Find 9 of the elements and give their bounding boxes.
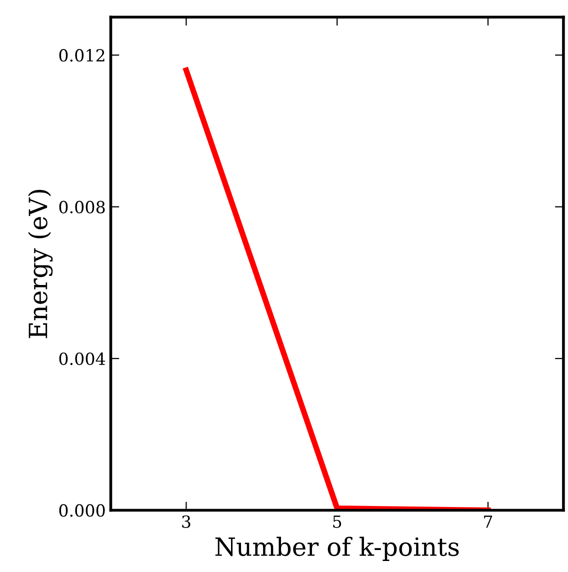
y-tick-label: 0.008 xyxy=(59,200,105,214)
y-tick-label: 0.000 xyxy=(59,504,105,517)
x-tick-label: 7 xyxy=(484,516,492,528)
y-tick-label: 0.012 xyxy=(59,49,104,62)
x-axis-title: Number of k-points xyxy=(215,536,459,561)
x-tick-label: 5 xyxy=(333,516,342,528)
x-tick-label: 3 xyxy=(182,515,190,528)
y-tick-label: 0.004 xyxy=(59,352,106,366)
y-axis-title: Energy (eV) xyxy=(28,190,53,338)
